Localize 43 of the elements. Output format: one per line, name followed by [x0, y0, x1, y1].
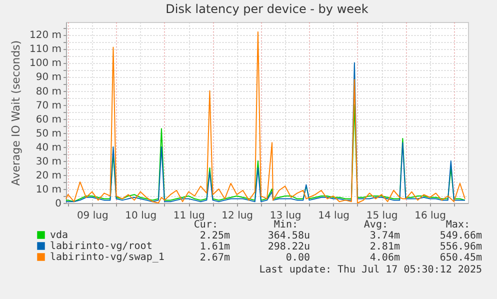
y-axis-title: Average IO Wait (seconds)	[9, 40, 22, 186]
text: Max:	[446, 219, 470, 230]
text: 2.25m	[200, 230, 230, 241]
text: Avg:	[364, 219, 388, 230]
chart-title: Disk latency per device - by week	[166, 2, 368, 16]
x-tick-label: 12 lug	[222, 210, 254, 222]
x-tick-label: 16 lug	[414, 210, 446, 222]
y-tick-label: 50 m	[36, 128, 62, 140]
text: 1.61m	[200, 241, 230, 252]
y-tick-label: 0	[55, 198, 62, 210]
y-tick-label: 120 m	[29, 30, 62, 42]
x-tick-label: 11 lug	[173, 210, 205, 222]
y-tick-label: 20 m	[36, 170, 62, 182]
y-tick-label: 60 m	[36, 114, 62, 126]
x-tick-label: 14 lug	[318, 210, 350, 222]
y-tick-label: 70 m	[36, 100, 62, 112]
y-tick-label: 30 m	[36, 156, 62, 168]
text: Cur:	[194, 219, 218, 230]
text: 4.06m	[370, 252, 400, 263]
text: 3.74m	[370, 230, 400, 241]
y-tick-label: 40 m	[36, 142, 62, 154]
text: 2.67m	[200, 252, 230, 263]
y-tick-label: 80 m	[36, 86, 62, 98]
text: 549.66m	[440, 230, 482, 241]
text: Last update: Thu Jul 17 05:30:12 2025	[259, 264, 482, 275]
x-tick-label: 15 lug	[366, 210, 398, 222]
legend-label: labirinto-vg/root	[50, 241, 152, 252]
y-tick-label: 110 m	[29, 44, 62, 56]
x-tick-label: 10 lug	[125, 210, 157, 222]
x-tick-label: 09 lug	[76, 210, 108, 222]
text: 650.45m	[440, 252, 482, 263]
text: Min:	[274, 219, 298, 230]
x-tick-label: 13 lug	[270, 210, 302, 222]
text: 2.81m	[370, 241, 400, 252]
y-tick-label: 100 m	[29, 58, 62, 70]
y-tick-label: 10 m	[36, 184, 62, 196]
text: 556.96m	[440, 241, 482, 252]
text: 0.00	[286, 252, 310, 263]
y-tick-label: 90 m	[36, 72, 62, 84]
text: 298.22u	[268, 241, 310, 252]
text: 364.58u	[268, 230, 310, 241]
legend-label: vda	[50, 230, 68, 241]
legend-label: labirinto-vg/swap_1	[50, 252, 164, 263]
